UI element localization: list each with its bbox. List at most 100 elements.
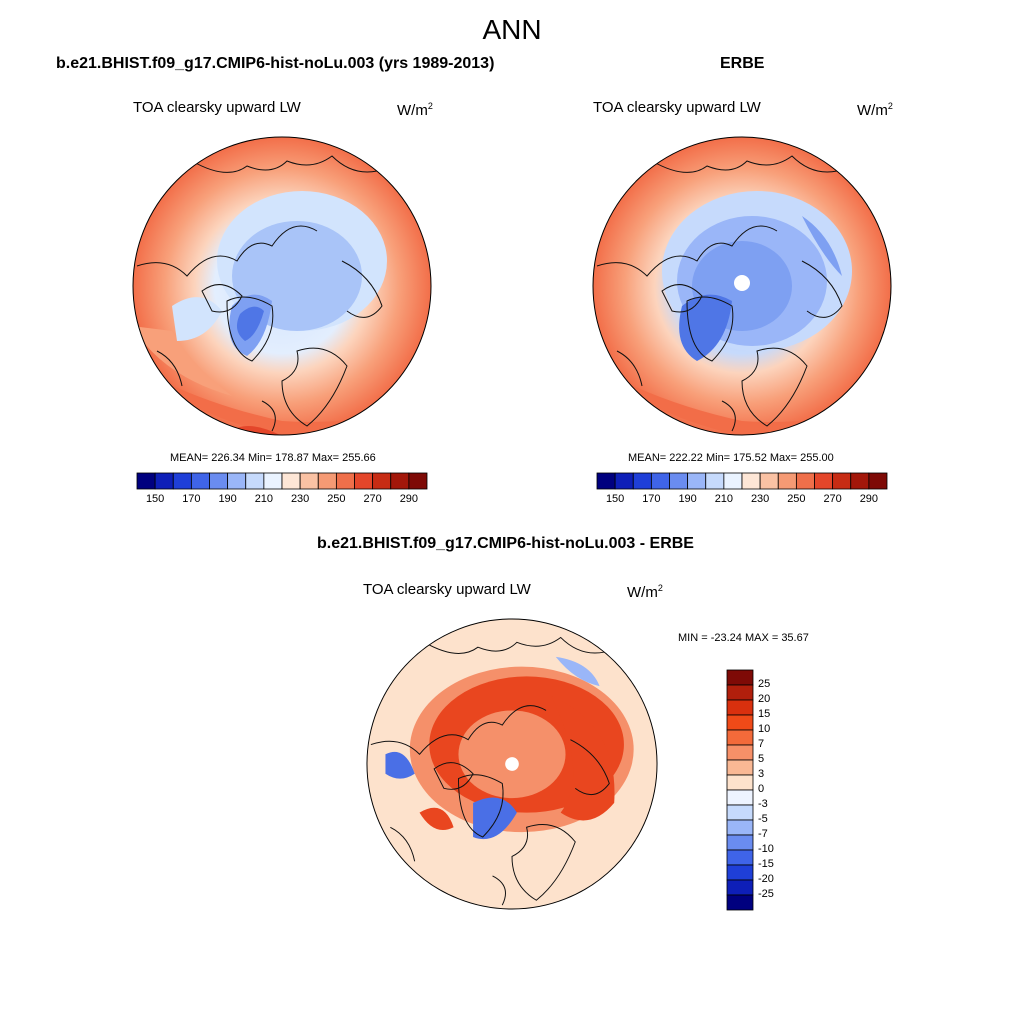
panel-3-colorbar-swatch bbox=[726, 894, 754, 911]
panel-2-colorbar-tick-label: 270 bbox=[823, 493, 842, 505]
panel-3-colorbar-swatch bbox=[726, 864, 754, 881]
panel-3-colorbar-swatch bbox=[726, 834, 754, 851]
panel-3-colorbar-swatch bbox=[726, 729, 754, 746]
panel-3-colorbar-tick-label: -25 bbox=[758, 888, 774, 900]
panel-1-units: W/m2 bbox=[397, 101, 433, 119]
panel-2-colorbar-ticks: 150 170 190 210 230 250 270 290 bbox=[597, 493, 887, 507]
panel-3-colorbar-tick-label: -7 bbox=[758, 828, 768, 840]
panel-2-colorbar-swatch bbox=[596, 472, 616, 490]
panel-3-colorbar-swatch bbox=[726, 879, 754, 896]
panel-2-colorbar-swatch bbox=[723, 472, 743, 490]
panel-1-colorbar-swatch bbox=[408, 472, 428, 490]
panel-3-colorbar-swatch bbox=[726, 804, 754, 821]
panel-3-colorbar-tick-label: 0 bbox=[758, 783, 765, 795]
panel-3-map-border bbox=[366, 618, 658, 910]
panel-1-colorbar-swatch bbox=[172, 472, 192, 490]
panel-1-colorbar-swatch bbox=[281, 472, 301, 490]
panel-2-colorbar-swatch bbox=[705, 472, 725, 490]
panel-3-colorbar-tick-label: -20 bbox=[758, 873, 774, 885]
panel-3-colorbar-swatch bbox=[726, 669, 754, 686]
panel-1-colorbar-swatch bbox=[209, 472, 229, 490]
panel-1-colorbar-ticks: 150 170 190 210 230 250 270 290 bbox=[137, 493, 427, 507]
panel-3-colorbar-swatch bbox=[726, 774, 754, 791]
panel-3-colorbar-swatch bbox=[726, 789, 754, 806]
panel-2-colorbar-swatch bbox=[832, 472, 852, 490]
panel-2-field bbox=[593, 137, 891, 435]
panel-3-title: b.e21.BHIST.f09_g17.CMIP6-hist-noLu.003 … bbox=[317, 535, 694, 552]
panel-3-coastlines bbox=[370, 636, 610, 906]
panel-1-coastlines bbox=[136, 155, 383, 432]
panel-2-colorbar-swatch bbox=[759, 472, 779, 490]
panel-2-colorbar-swatch bbox=[850, 472, 870, 490]
panel-3-colorbar-swatch bbox=[726, 684, 754, 701]
panel-1-colorbar-tick-label: 170 bbox=[182, 493, 201, 505]
panel-3-colorbar-swatch bbox=[726, 714, 754, 731]
panel-3-colorbar-tick-label: 20 bbox=[758, 693, 771, 705]
panel-3-colorbar-tick-label: 5 bbox=[758, 753, 765, 765]
panel-3-colorbar-tick-label: -15 bbox=[758, 858, 774, 870]
panel-3-colorbar-swatch bbox=[726, 819, 754, 836]
panel-3-colorbar-tick-label: 25 bbox=[758, 678, 771, 690]
panel-2-colorbar-tick-label: 150 bbox=[605, 493, 625, 505]
panel-2-colorbar-swatch bbox=[687, 472, 707, 490]
panel-3-units: W/m2 bbox=[627, 583, 663, 601]
panel-2-colorbar-tick-label: 230 bbox=[750, 493, 770, 505]
panel-3-colorbar-tick-label: -3 bbox=[758, 798, 768, 810]
panel-1-map-border bbox=[132, 136, 432, 436]
panel-2-colorbar-swatch bbox=[632, 472, 652, 490]
panel-2-colorbar-swatch bbox=[650, 472, 670, 490]
panel-3-colorbar bbox=[726, 669, 754, 911]
panel-3-colorbar-ticks: 25 20 15 10 7 5 3 0 -3 -5 -7 -10 -15 -20 -25 bbox=[758, 670, 798, 910]
panel-2-variable: TOA clearsky upward LW bbox=[593, 99, 761, 116]
panel-2-colorbar-swatch bbox=[814, 472, 834, 490]
panel-1-colorbar-tick-label: 230 bbox=[290, 493, 310, 505]
panel-1-polar-map bbox=[132, 136, 432, 436]
panel-1-colorbar-tick-label: 270 bbox=[363, 493, 382, 505]
panel-2-stats: MEAN= 222.22 Min= 175.52 Max= 255.00 bbox=[628, 452, 834, 464]
panel-2-colorbar-swatch bbox=[614, 472, 634, 490]
panel-2-colorbar-swatch bbox=[669, 472, 689, 490]
panel-2-map-border bbox=[592, 136, 892, 436]
panel-2-colorbar-tick-label: 170 bbox=[642, 493, 661, 505]
panel-3-colorbar-swatch bbox=[726, 744, 754, 761]
panel-3-field bbox=[366, 618, 658, 910]
panel-3-colorbar-tick-label: 10 bbox=[758, 723, 771, 735]
panel-1-colorbar-swatch bbox=[245, 472, 265, 490]
panel-2-colorbar-tick-label: 290 bbox=[859, 493, 879, 505]
panel-3-colorbar-swatch bbox=[726, 699, 754, 716]
panel-1-colorbar-swatch bbox=[190, 472, 210, 490]
panel-1-variable: TOA clearsky upward LW bbox=[133, 99, 301, 116]
panel-1-title: b.e21.BHIST.f09_g17.CMIP6-hist-noLu.003 … bbox=[56, 55, 495, 72]
panel-2-title: ERBE bbox=[720, 55, 765, 72]
panel-3-colorbar-tick-label: -10 bbox=[758, 843, 774, 855]
panel-3-polar-map bbox=[366, 618, 658, 910]
panel-3-variable: TOA clearsky upward LW bbox=[363, 581, 531, 598]
panel-2-colorbar-swatch bbox=[795, 472, 815, 490]
panel-3-colorbar-tick-label: 7 bbox=[758, 738, 765, 750]
panel-3-colorbar-tick-label: -5 bbox=[758, 813, 768, 825]
panel-1-colorbar-swatch bbox=[154, 472, 174, 490]
panel-2-colorbar-tick-label: 210 bbox=[714, 493, 734, 505]
panel-1-colorbar-swatch bbox=[390, 472, 410, 490]
panel-1-colorbar-swatch bbox=[317, 472, 337, 490]
panel-2-units: W/m2 bbox=[857, 101, 893, 119]
panel-3-colorbar-swatch bbox=[726, 849, 754, 866]
panel-3-colorbar-tick-label: 3 bbox=[758, 768, 765, 780]
panel-1-colorbar-swatch bbox=[299, 472, 319, 490]
panel-1-colorbar-swatch bbox=[354, 472, 374, 490]
main-title: ANN bbox=[482, 14, 542, 45]
panel-1-colorbar-tick-label: 190 bbox=[218, 493, 237, 505]
panel-1-field bbox=[133, 137, 431, 435]
panel-2-colorbar-swatch bbox=[868, 472, 888, 490]
panel-1-colorbar-tick-label: 150 bbox=[145, 493, 165, 505]
panel-1-colorbar-tick-label: 210 bbox=[254, 493, 274, 505]
panel-1-colorbar bbox=[136, 472, 428, 490]
panel-2-colorbar-tick-label: 250 bbox=[787, 493, 806, 505]
panel-2-colorbar-swatch bbox=[777, 472, 797, 490]
panel-1-colorbar-swatch bbox=[136, 472, 156, 490]
panel-1-colorbar-swatch bbox=[335, 472, 355, 490]
panel-1-colorbar-tick-label: 250 bbox=[327, 493, 346, 505]
panel-2-colorbar-swatch bbox=[741, 472, 761, 490]
panel-1-colorbar-swatch bbox=[227, 472, 247, 490]
panel-2-polar-map bbox=[592, 136, 892, 436]
